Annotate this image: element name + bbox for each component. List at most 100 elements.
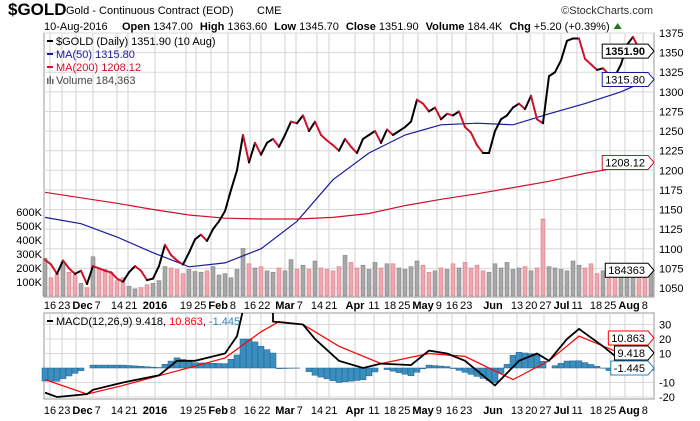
volume-bar [384,263,390,297]
price-segment-down [344,137,352,148]
x-tick-label: May [412,405,434,417]
price-segment-up [158,243,166,268]
volume-bar [324,269,330,297]
volume-bar [60,262,66,297]
price-segment-up [296,114,304,125]
x-tick-label: 16 [244,405,256,417]
tag-box [601,71,655,87]
signal-line [44,320,652,395]
volume-bar [306,269,312,297]
legend-swatch-ma50 [47,53,53,55]
volume-bar [390,263,396,297]
macd-histogram-bar [365,367,373,377]
price-segment-up [218,210,226,223]
price-segment-down [536,118,544,125]
tag-box [601,43,655,59]
x-tick-label: 11 [368,300,379,312]
volume-bar [438,267,444,297]
macd-histogram-bar [149,366,157,369]
volume-tick-label: 300K [16,249,42,261]
stat-label: Volume [426,21,465,33]
price-segment-up [428,106,436,113]
x-tick-label: 25 [398,405,410,417]
volume-bar [132,288,138,297]
price-segment-up [248,141,256,164]
volume-bar [564,270,570,297]
volume-bar [288,259,294,297]
volume-bar [474,264,480,297]
price-segment-up [554,59,562,74]
volume-bar [102,269,108,297]
volume-bar [330,270,336,297]
volume-bar [456,267,462,297]
stat-label: Low [274,21,296,33]
volume-bar [90,256,96,297]
macd-histogram-bar [329,367,337,381]
price-segment-down [62,259,70,270]
x-tick-label: 22 [258,300,270,312]
x-tick-label: 18 [384,300,396,312]
volume-bar [576,264,582,297]
price-tick-label: 1375 [659,28,683,40]
ohlc-stats: Open 1347.00 High 1363.60 Low 1345.70 Close 135… [122,21,610,33]
x-tick-label: 23 [460,405,472,417]
price-segment-down [98,267,106,272]
x-tick-label: 11 [572,405,583,417]
volume-bar [84,287,90,297]
macd-histogram-bar [467,367,475,375]
macd-histogram-bar [269,352,277,369]
price-segment-down [578,37,586,60]
x-tick-label: 7 [297,300,303,312]
macd-histogram-bar [395,367,403,373]
stat-label: Close [346,21,376,33]
tag-value: 9.418 [618,348,646,360]
price-segment-down [104,269,112,274]
x-tick-label: 14 [111,300,123,312]
volume-bar [342,255,348,297]
volume-bar [528,270,534,297]
price-segment-up [338,137,346,152]
macd-histogram-bar [125,365,133,369]
brand-link[interactable]: ©StockCharts.com [561,5,653,17]
legend-swatch-ma200 [47,66,53,68]
macd-histogram-bar [341,367,349,383]
price-segment-down [320,133,328,142]
volume-bar [48,277,54,297]
macd-histogram-bar [347,367,355,382]
volume-bar [126,285,132,297]
x-tick-label: Mar [275,405,295,417]
price-segment-down [302,114,310,133]
price-segment-down [176,259,184,266]
price-segment-up [596,67,604,71]
volume-bar [504,262,510,297]
macd-histogram-bar [305,367,313,372]
macd-histogram-bar [551,365,559,369]
price-segment-down [446,112,454,117]
macd-histogram-bar [563,360,571,369]
macd-histogram-bar [389,367,397,372]
x-tick-label: Jul [554,300,570,312]
macd-line [44,313,652,398]
x-tick-label: 21 [125,405,137,417]
price-tick-label: 1225 [659,146,683,158]
tag-box [613,345,655,361]
price-segment-down [464,126,472,134]
price-segment-down [422,102,430,113]
x-tick-label: 16 [44,405,56,417]
volume-bar [510,269,516,297]
price-segment-up [560,39,568,62]
price-segment-down [416,98,424,105]
price-segment-up [392,130,400,136]
volume-bar [258,266,264,297]
volume-bar [498,267,504,297]
price-segment-up [488,130,496,155]
volume-bar [216,274,222,297]
x-tick-label: 18 [590,300,602,312]
macd-histogram-bar [419,367,427,369]
price-segment-down [254,141,262,156]
volume-bar [360,264,366,297]
price-segment-up [182,251,190,266]
legend-ma50: MA(50) 1315.80 [56,49,135,61]
volume-bar [402,269,408,297]
x-tick-label: Feb [208,405,228,417]
